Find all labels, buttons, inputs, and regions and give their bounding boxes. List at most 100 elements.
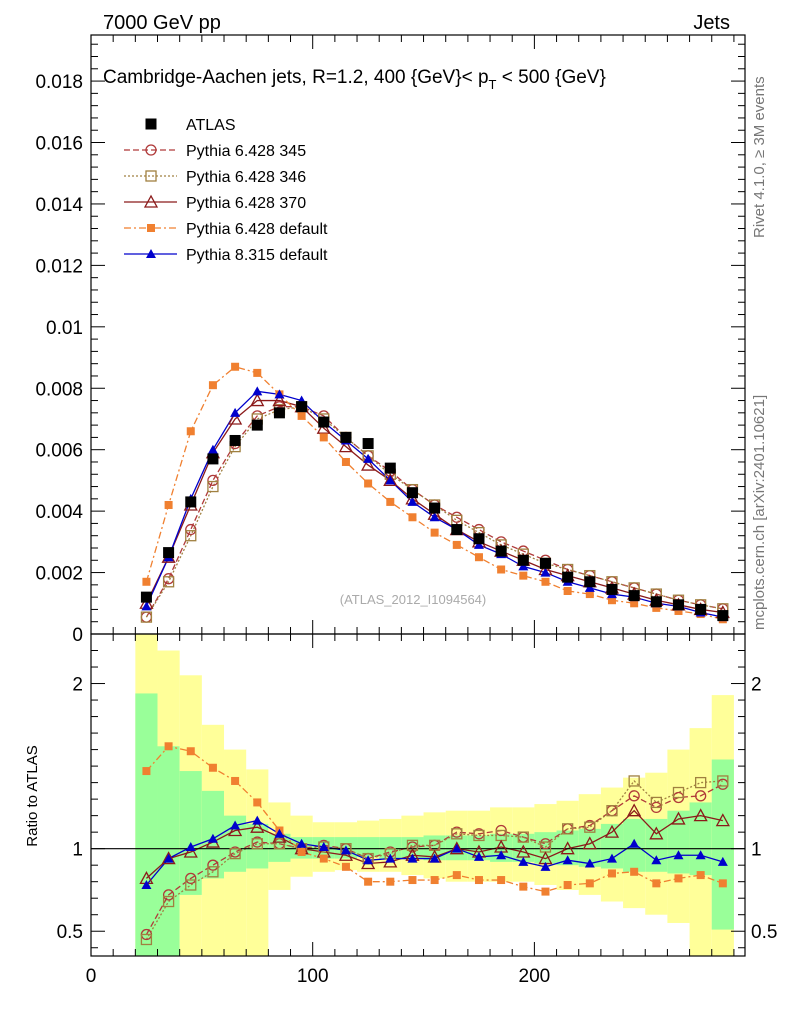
ratio-series-line (145, 779, 723, 940)
triangle-marker (252, 386, 263, 396)
triangle-marker (604, 824, 620, 838)
triangle-marker (340, 845, 351, 855)
triangle-marker (540, 567, 551, 577)
square-marker (650, 796, 662, 809)
ytick-label: 0.01 (46, 318, 83, 339)
triangle-marker (338, 847, 354, 861)
uncertainty-bands (135, 634, 734, 956)
legend-marker (145, 170, 157, 182)
legend-marker (145, 118, 157, 130)
legend-label: Pythia 6.428 346 (186, 169, 306, 186)
square-marker (541, 887, 550, 896)
triangle-marker (141, 879, 152, 889)
triangle-marker (363, 453, 374, 463)
square-marker (519, 571, 528, 580)
square-marker (408, 513, 417, 522)
square-marker (186, 747, 195, 756)
triangle-marker (296, 838, 307, 848)
data-point (140, 591, 152, 603)
triangle-marker (163, 853, 174, 863)
square-marker (473, 829, 485, 842)
square-marker (185, 879, 197, 891)
triangle-marker (584, 858, 595, 868)
square-marker (231, 362, 240, 371)
square-marker (674, 606, 683, 615)
triangle-marker (518, 561, 529, 571)
ratio-series-line (145, 783, 724, 935)
ytick-label: 0.012 (35, 256, 83, 277)
ytick-label: 0.004 (35, 502, 83, 523)
triangle-marker (673, 850, 684, 860)
triangle-marker (629, 838, 640, 848)
legend: ATLAS Pythia 6.428 345 Pythia 6.428 346 Pyt… (124, 117, 328, 264)
square-marker (652, 603, 661, 612)
legend-marker (146, 249, 156, 258)
legend-label: Pythia 6.428 345 (186, 143, 306, 160)
triangle-marker (560, 841, 575, 855)
square-marker (628, 775, 640, 787)
legend-marker (147, 224, 155, 232)
data-point (539, 557, 551, 569)
legend-label: ATLAS (186, 117, 236, 134)
square-marker (142, 577, 151, 586)
circle-marker (628, 790, 640, 802)
circle-marker (185, 523, 197, 536)
data-point (473, 533, 485, 545)
triangle-marker (338, 439, 354, 453)
inner-band-bin (246, 823, 269, 869)
legend-label: Pythia 6.428 default (186, 221, 328, 238)
square-marker (474, 876, 483, 885)
data-point (672, 599, 684, 611)
square-marker (607, 596, 616, 605)
triangle-marker (429, 853, 440, 863)
square-marker (185, 530, 197, 542)
data-point (273, 407, 285, 419)
triangle-marker (250, 393, 265, 407)
ytick-label: 0.018 (35, 72, 83, 93)
square-marker (162, 895, 175, 908)
square-marker (186, 427, 195, 436)
square-marker (630, 867, 639, 876)
square-marker (142, 767, 151, 776)
square-marker (207, 866, 219, 878)
square-marker (164, 742, 173, 751)
triangle-marker (272, 393, 287, 407)
square-marker (585, 590, 594, 599)
inner-band-bin (135, 693, 158, 956)
square-marker (585, 879, 594, 888)
square-marker (229, 847, 241, 860)
data-point (340, 431, 352, 443)
triangle-marker (695, 850, 706, 860)
square-marker (164, 500, 173, 509)
ratio-ytick-label: 1 (72, 840, 83, 861)
data-point (185, 496, 197, 508)
xtick-label: 100 (297, 966, 329, 987)
triangle-marker (429, 512, 440, 522)
square-marker (273, 838, 286, 850)
inner-band-bin (578, 828, 601, 867)
data-point (207, 453, 219, 465)
square-marker (253, 798, 262, 807)
triangle-marker (383, 473, 398, 487)
data-point (384, 462, 396, 474)
energy-label: 7000 GeV pp (103, 12, 221, 34)
square-marker (364, 877, 373, 886)
data-point (495, 545, 507, 557)
square-marker (718, 879, 727, 888)
triangle-marker (385, 853, 396, 863)
inner-band-bin (179, 771, 202, 895)
square-marker (561, 823, 574, 835)
triangle-marker (141, 601, 152, 611)
square-marker (430, 876, 439, 885)
ytick-label: 0.016 (35, 134, 83, 155)
square-marker (319, 433, 328, 442)
data-point (318, 416, 330, 428)
square-marker (584, 821, 596, 833)
circle-marker (695, 790, 707, 802)
series-line (145, 366, 723, 620)
data-point (429, 502, 441, 514)
triangle-marker (671, 811, 686, 825)
square-marker (672, 786, 685, 799)
square-marker (630, 599, 639, 608)
data-point (517, 554, 529, 566)
